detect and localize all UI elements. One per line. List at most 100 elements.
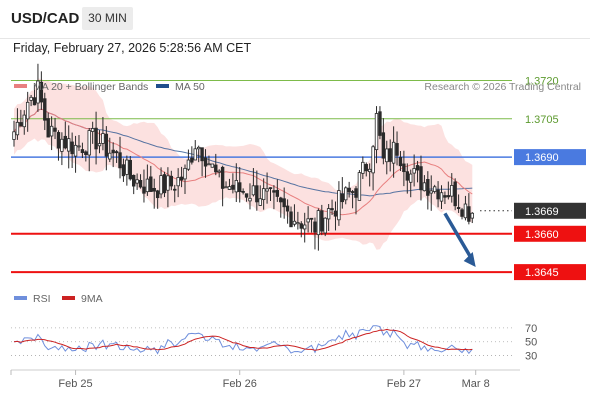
candle-body — [248, 197, 252, 202]
candle-body — [337, 190, 341, 221]
candle-body — [67, 138, 71, 152]
candle-body — [179, 176, 184, 181]
candle-body — [152, 187, 156, 192]
candle-body — [80, 149, 85, 154]
level-label-1.3720: 1.3720 — [525, 75, 559, 87]
candle-body — [77, 145, 81, 148]
candle-body — [217, 170, 221, 173]
candle-body — [330, 208, 334, 211]
candle-body — [261, 188, 266, 201]
candle-body — [255, 185, 259, 203]
ma20-line — [13, 108, 473, 216]
candle-body — [398, 157, 403, 167]
candle-body — [282, 198, 286, 208]
candle-body — [371, 146, 375, 174]
forecast-arrow-head — [463, 252, 476, 267]
candle-body — [63, 135, 67, 149]
candle-body — [364, 164, 368, 172]
candle-body — [436, 189, 440, 200]
candle-body — [39, 81, 44, 103]
candle-body — [429, 190, 433, 194]
candle-body — [313, 221, 317, 233]
rsi-tick-70: 70 — [525, 323, 537, 335]
level-badge-1.3645 — [514, 264, 586, 281]
candle-body — [210, 163, 215, 168]
candle-body — [412, 168, 416, 174]
candle-body — [118, 152, 122, 169]
candle-body — [357, 172, 362, 201]
candle-body — [268, 187, 273, 190]
candle-body — [138, 180, 143, 188]
candle-body — [374, 113, 379, 151]
candle-body — [388, 148, 392, 162]
rsi-legend-swatch-1 — [62, 296, 75, 300]
candle-body — [70, 141, 74, 155]
candle-body — [385, 148, 389, 163]
candle-body — [125, 159, 129, 175]
candle-body — [460, 209, 464, 217]
candle-body — [316, 210, 321, 236]
symbol-title: USD/CAD — [11, 10, 80, 27]
candle-body — [326, 208, 331, 220]
candle-body — [183, 167, 187, 180]
candle-body — [231, 184, 235, 190]
level-label-1.3660: 1.3660 — [525, 229, 559, 241]
timestamp: Friday, February 27, 2026 5:28:56 AM CET — [13, 41, 252, 55]
level-label-1.3669: 1.3669 — [525, 206, 559, 218]
level-badge-1.3690 — [514, 149, 586, 166]
candle-body — [279, 197, 283, 203]
candle-body — [12, 131, 16, 140]
candle-body — [84, 151, 88, 155]
candle-body — [173, 188, 177, 191]
level-label-1.3705: 1.3705 — [525, 114, 559, 126]
candle-body — [323, 217, 327, 234]
candle-body — [29, 96, 33, 101]
candle-body — [344, 187, 348, 201]
candle-body — [220, 166, 225, 189]
candle-body — [439, 192, 444, 202]
candle-body — [135, 179, 139, 184]
legend-swatch-0 — [14, 84, 27, 88]
candle-body — [60, 138, 64, 152]
candle-body — [381, 132, 386, 159]
candle-body — [395, 143, 399, 156]
candle-body — [104, 133, 109, 157]
candle-body — [131, 174, 136, 187]
level-label-1.3645: 1.3645 — [525, 267, 559, 279]
candle-body — [155, 190, 160, 199]
candle-body — [149, 176, 153, 192]
candle-body — [227, 186, 232, 190]
candle-body — [361, 161, 365, 174]
candle-body — [456, 207, 461, 210]
rsi-tick-30: 30 — [525, 351, 537, 363]
x-tick-label-Mar 8: Mar 8 — [462, 378, 490, 390]
candle-body — [186, 159, 191, 170]
candle-body — [101, 133, 105, 144]
candle-body — [470, 212, 474, 219]
candle-body — [19, 122, 23, 127]
level-label-1.3690: 1.3690 — [525, 152, 559, 164]
level-badge-1.3660 — [514, 225, 586, 242]
candle-body — [378, 111, 382, 136]
rsi-legend-swatch-0 — [14, 296, 27, 300]
candle-body — [415, 165, 420, 171]
candle-body — [46, 118, 50, 138]
rsi-line — [13, 325, 473, 355]
rsi-ma-line — [13, 328, 473, 351]
timeframe-button[interactable]: 30 MIN — [82, 7, 133, 30]
candle-body — [265, 188, 269, 192]
candle-body — [49, 125, 54, 137]
candle-body — [196, 146, 201, 150]
forecast-arrow-shaft — [443, 212, 474, 260]
candle-body — [94, 127, 98, 150]
level-badge-1.3669 — [514, 202, 586, 219]
candle-body — [73, 144, 78, 157]
candle-body — [350, 191, 355, 193]
candle-body — [114, 151, 119, 154]
candle-body — [309, 217, 314, 220]
candle-body — [108, 152, 112, 160]
candle-body — [320, 210, 324, 232]
candle-body — [200, 147, 204, 162]
candle-body — [25, 101, 30, 120]
